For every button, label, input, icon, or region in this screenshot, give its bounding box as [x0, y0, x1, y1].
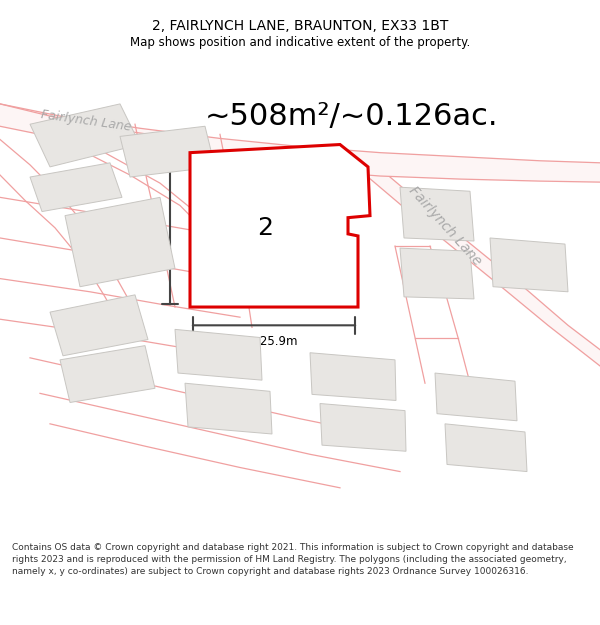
Polygon shape	[310, 352, 396, 401]
Polygon shape	[490, 238, 568, 292]
Polygon shape	[400, 188, 474, 241]
Text: 2, FAIRLYNCH LANE, BRAUNTON, EX33 1BT: 2, FAIRLYNCH LANE, BRAUNTON, EX33 1BT	[152, 19, 448, 33]
Polygon shape	[320, 404, 406, 451]
Polygon shape	[185, 383, 272, 434]
Polygon shape	[120, 126, 215, 177]
Text: ~508m²/~0.126ac.: ~508m²/~0.126ac.	[205, 102, 499, 131]
Polygon shape	[50, 295, 148, 356]
Polygon shape	[368, 177, 600, 366]
Polygon shape	[435, 373, 517, 421]
Polygon shape	[175, 329, 262, 380]
Text: ~25.9m: ~25.9m	[250, 335, 298, 348]
Polygon shape	[30, 104, 140, 167]
Text: Contains OS data © Crown copyright and database right 2021. This information is : Contains OS data © Crown copyright and d…	[12, 543, 574, 576]
Polygon shape	[30, 162, 122, 211]
Polygon shape	[0, 104, 600, 182]
Polygon shape	[60, 346, 155, 403]
Text: Fairlynch Lane: Fairlynch Lane	[406, 184, 484, 268]
Text: Map shows position and indicative extent of the property.: Map shows position and indicative extent…	[130, 36, 470, 49]
Text: 2: 2	[257, 216, 273, 240]
Text: ~29.8m: ~29.8m	[149, 206, 163, 254]
Polygon shape	[190, 144, 370, 307]
Polygon shape	[445, 424, 527, 471]
Polygon shape	[65, 198, 175, 287]
Polygon shape	[400, 248, 474, 299]
Text: Fairlynch Lane: Fairlynch Lane	[40, 108, 132, 134]
